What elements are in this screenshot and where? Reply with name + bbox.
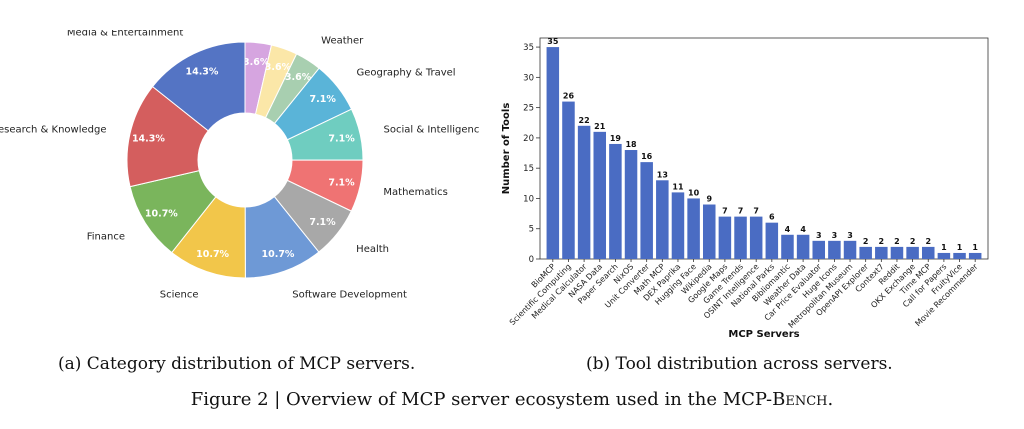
bar-google-maps: [718, 216, 732, 259]
bar-value-label: 11: [672, 182, 684, 191]
bar-value-label: 7: [738, 207, 744, 216]
x-axis-label: MCP Servers: [728, 329, 799, 340]
y-tick-label: 25: [523, 104, 534, 114]
slice-label-software-development: Software Development: [292, 289, 407, 300]
bar-value-label: 3: [816, 231, 822, 240]
bar-wikipedia: [702, 204, 716, 259]
bar-value-label: 3: [847, 231, 853, 240]
pct-label-health: 7.1%: [309, 217, 336, 228]
bar-value-label: 19: [610, 134, 622, 143]
bar-fruityvice: [953, 252, 966, 259]
bar-value-label: 16: [641, 152, 653, 161]
bar-value-label: 18: [625, 140, 637, 149]
y-axis-label: Number of Tools: [501, 103, 512, 195]
bar-game-trends: [734, 216, 747, 259]
slice-label-social-intelligence: Social & Intelligence: [384, 124, 480, 135]
pct-label-social-intelligence: 7.1%: [328, 134, 355, 145]
y-tick-label: 30: [523, 73, 534, 83]
bar-value-label: 21: [594, 122, 606, 131]
bar-value-label: 1: [941, 243, 947, 252]
bar-value-label: 2: [894, 237, 900, 246]
bar-reddit: [890, 246, 904, 259]
bar-value-label: 26: [563, 92, 575, 101]
bar-nixos: [624, 150, 638, 259]
bar-value-label: 2: [910, 237, 916, 246]
bar-value-label: 2: [879, 237, 885, 246]
bar-dex-paprika: [671, 192, 685, 259]
bar-osint-intelligence: [749, 216, 763, 259]
bar-bibliomantic: [781, 234, 794, 259]
plot-frame: [539, 37, 989, 260]
slice-label-health: Health: [356, 244, 389, 255]
slice-label-geography-travel: Geography & Travel: [356, 68, 455, 79]
bar-value-label: 4: [785, 225, 791, 234]
figure-caption-text: Figure 2 | Overview of MCP server ecosys…: [190, 389, 773, 410]
bar-value-label: 6: [769, 213, 775, 222]
bar-weather-data: [796, 234, 810, 259]
bar-value-label: 1: [957, 243, 963, 252]
slice-label-weather: Weather: [321, 36, 364, 47]
pct-label-research-knowledge: 14.3%: [132, 134, 165, 145]
bar-call-for-papers: [937, 252, 951, 259]
pct-label-weather: 3.6%: [285, 72, 312, 83]
figure-caption: Figure 2 | Overview of MCP server ecosys…: [0, 389, 1024, 410]
bar-paper-search: [609, 143, 622, 259]
category-donut-chart: 3.6%Divination3.6%Time3.6%Weather7.1%Geo…: [0, 30, 480, 301]
slice-label-research-knowledge: Research & Knowledge: [0, 124, 106, 135]
y-tick-label: 15: [523, 164, 534, 174]
bar-value-label: 4: [800, 225, 806, 234]
bar-unit-converter: [640, 162, 653, 259]
figure-caption-end: .: [827, 389, 834, 410]
bar-nasa-data: [593, 131, 607, 259]
bar-metropolitan-museum: [843, 240, 857, 259]
bar-value-label: 7: [722, 207, 728, 216]
slice-label-time: Time: [291, 30, 316, 33]
y-tick-label: 0: [529, 255, 534, 265]
bar-hugging-face: [687, 198, 700, 259]
bar-value-label: 3: [832, 231, 838, 240]
pct-label-mathematics: 7.1%: [328, 178, 355, 189]
slice-label-science: Science: [160, 290, 199, 301]
slice-media-entertainment: [151, 41, 246, 132]
bar-value-label: 35: [547, 37, 559, 46]
y-tick-label: 35: [523, 43, 534, 53]
bar-value-label: 22: [579, 116, 590, 125]
pct-label-time: 3.6%: [265, 62, 292, 73]
bar-time-mcp: [921, 246, 935, 259]
bar-context7: [875, 246, 888, 259]
bar-openapi-explorer: [859, 246, 872, 259]
bar-value-label: 2: [863, 237, 869, 246]
pct-label-science: 10.7%: [196, 249, 229, 260]
bar-value-label: 1: [972, 243, 978, 252]
bar-value-label: 13: [657, 170, 668, 179]
bar-national-parks: [765, 222, 779, 259]
bar-huge-icons: [828, 240, 841, 259]
y-tick-label: 10: [523, 194, 534, 204]
bar-value-label: 10: [688, 188, 700, 197]
bar-okx-exchange: [906, 246, 919, 259]
bar-movie-recommender: [968, 252, 982, 259]
pct-label-divination: 3.6%: [243, 57, 270, 68]
slice-label-mathematics: Mathematics: [383, 187, 447, 198]
slice-label-media-entertainment: Media & Entertainment: [67, 30, 183, 39]
y-tick-label: 5: [529, 225, 534, 235]
bar-scientific-computing: [562, 101, 575, 259]
pct-label-finance: 10.7%: [145, 208, 178, 219]
bar-car-price-evaluator: [812, 240, 826, 259]
pct-label-software-development: 10.7%: [261, 249, 294, 260]
bar-value-label: 7: [753, 207, 759, 216]
bar-biomcp: [546, 47, 560, 260]
bar-value-label: 9: [706, 195, 712, 204]
bar-value-label: 2: [925, 237, 931, 246]
bar-math-mcp: [656, 180, 669, 259]
caption-b: (b) Tool distribution across servers.: [586, 354, 893, 374]
y-tick-label: 20: [523, 134, 534, 144]
figure-caption-smallcaps: Bench: [772, 389, 828, 410]
slice-label-finance: Finance: [87, 231, 125, 242]
caption-a: (a) Category distribution of MCP servers…: [58, 354, 416, 374]
pct-label-media-entertainment: 14.3%: [185, 66, 218, 77]
bar-medical-calculator: [577, 125, 591, 259]
pct-label-geography-travel: 7.1%: [310, 94, 337, 105]
